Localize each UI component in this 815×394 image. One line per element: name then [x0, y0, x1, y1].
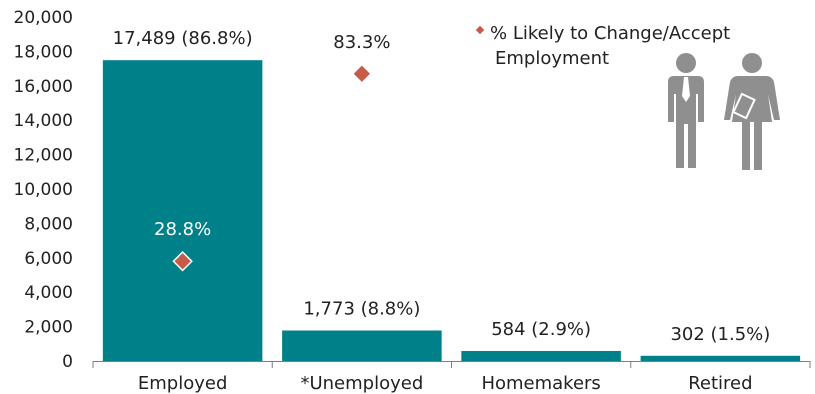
bar: [282, 330, 442, 361]
scatter-series: 28.8% 83.3%: [154, 32, 390, 272]
legend-label-line2: Employment: [495, 48, 609, 69]
y-tick-label: 18,000: [14, 42, 73, 62]
bar-labels: 17,489 (86.8%) 1,773 (8.8%) 584 (2.9%) 302 …: [113, 28, 771, 345]
scatter-point: [351, 63, 373, 85]
y-tick-label: 0: [62, 352, 73, 372]
y-tick-label: 16,000: [14, 77, 73, 97]
y-tick-label: 10,000: [14, 180, 73, 200]
x-axis: Employed *Unemployed Homemakers Retired: [92, 361, 811, 394]
bar: [461, 350, 621, 361]
scatter-point: [172, 250, 193, 272]
scatter-data-label: 28.8%: [154, 219, 211, 240]
y-tick-label: 14,000: [14, 111, 73, 131]
x-tick-label: Homemakers: [481, 373, 600, 394]
y-axis: 0 2,000 4,000 6,000 8,000 10,000 12,000 14,000 1…: [14, 8, 73, 372]
bars: [102, 60, 801, 361]
people-icon: [668, 53, 780, 170]
y-tick-label: 20,000: [14, 8, 73, 28]
legend: % Likely to Change/Accept Employment: [475, 23, 730, 69]
bar-data-label: 584 (2.9%): [491, 319, 591, 340]
y-tick-label: 6,000: [24, 249, 73, 269]
bar-data-label: 302 (1.5%): [670, 324, 770, 345]
bar: [102, 60, 263, 361]
y-tick-label: 8,000: [24, 214, 73, 234]
bar: [640, 355, 801, 361]
bar-data-label: 17,489 (86.8%): [113, 28, 253, 49]
y-tick-label: 2,000: [24, 318, 73, 338]
bar-data-label: 1,773 (8.8%): [303, 299, 420, 320]
y-tick-label: 12,000: [14, 146, 73, 166]
x-tick-label: Retired: [688, 373, 752, 394]
scatter-data-label: 83.3%: [333, 32, 390, 53]
legend-label-line1: % Likely to Change/Accept: [490, 23, 730, 44]
y-tick-label: 4,000: [24, 283, 73, 303]
x-tick-label: Employed: [138, 373, 228, 394]
legend-marker: [475, 25, 485, 35]
x-tick-label: *Unemployed: [300, 373, 423, 394]
